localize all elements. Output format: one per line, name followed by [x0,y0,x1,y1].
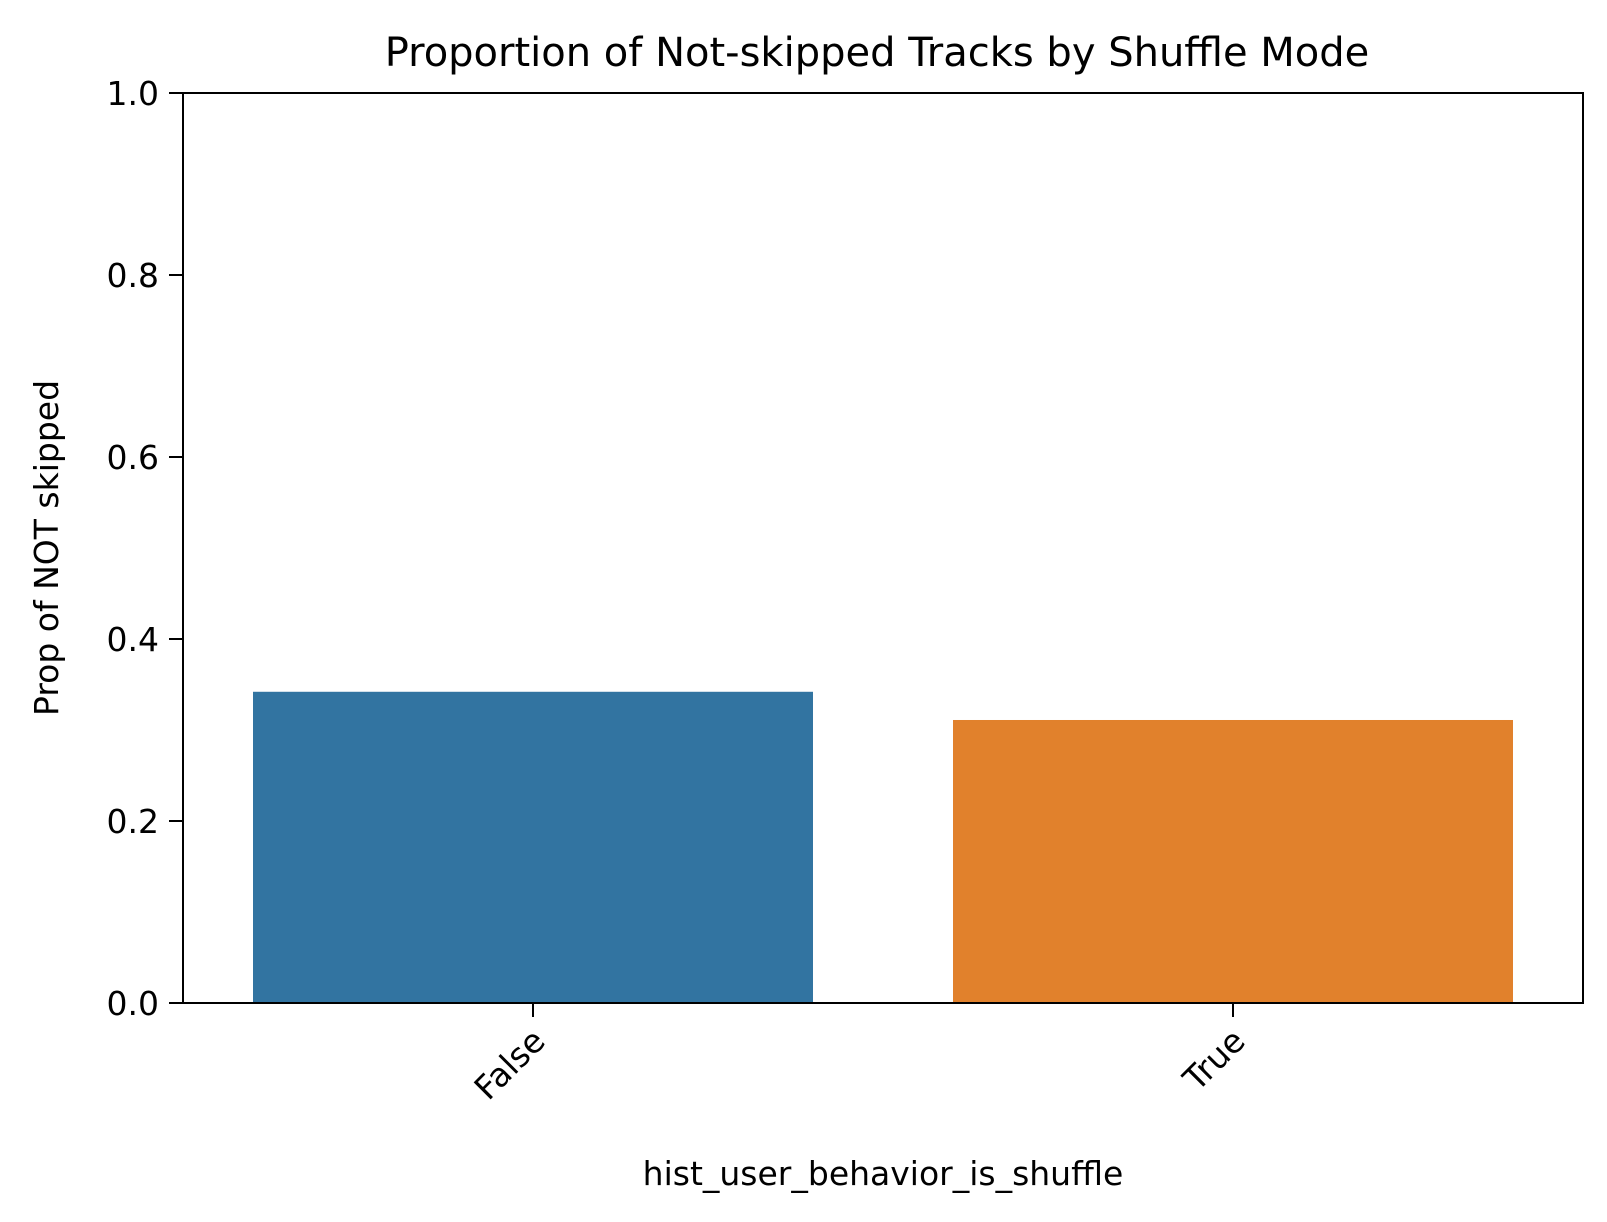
bar-true [953,719,1513,1003]
y-axis-label: Prop of NOT skipped [27,380,66,716]
y-tick-label: 1.0 [107,74,159,113]
plot-area [253,691,1513,1003]
y-axis: 0.0 0.2 0.4 0.6 0.8 1.0 [107,74,183,1023]
x-axis-label: hist_user_behavior_is_shuffle [643,1154,1124,1193]
y-tick-label: 0.0 [107,984,159,1023]
y-tick-label: 0.8 [107,256,159,295]
y-tick-label: 0.4 [107,620,159,659]
bar-false [253,691,813,1003]
y-tick-label: 0.6 [107,438,159,477]
plot-frame [182,92,1584,1004]
chart-title: Proportion of Not-skipped Tracks by Shuf… [385,30,1370,76]
y-tick-label: 0.2 [107,802,159,841]
